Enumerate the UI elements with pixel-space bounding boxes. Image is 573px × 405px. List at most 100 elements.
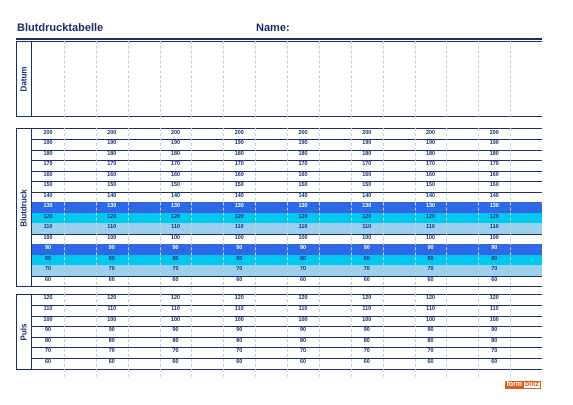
- blutdruck-value-label: 170: [298, 161, 308, 167]
- blutdruck-value-label: 190: [426, 140, 435, 146]
- puls-value-label: 60: [363, 359, 370, 365]
- blutdruck-value-label: 80: [300, 255, 306, 262]
- puls-value-label: 70: [45, 348, 51, 355]
- blutdruck-label: Blutdruck: [19, 188, 29, 227]
- blutdruck-value-label: 160: [426, 171, 435, 178]
- blutdruck-value-label: 130: [171, 203, 180, 209]
- blutdruck-value-label: 120: [234, 213, 244, 220]
- blutdruck-value-label: 180: [43, 150, 53, 157]
- blutdruck-value-label: 80: [427, 255, 434, 262]
- grid-divider: [446, 128, 448, 295]
- blutdruck-value-label: 180: [426, 150, 435, 157]
- formblitz-logo: form blitz: [505, 381, 541, 389]
- blutdruck-value-label: 130: [107, 203, 117, 209]
- grid-divider: [287, 294, 288, 378]
- blutdruck-value-label: 100: [43, 234, 53, 241]
- puls-grid: 120 120 120 120 120 120 120 120 110 110 110 110 110 1…: [32, 294, 542, 378]
- grid-divider: [287, 128, 288, 295]
- puls-value-label: 100: [43, 316, 53, 323]
- blutdruck-value-label: 190: [362, 140, 372, 146]
- blutdruck-value-label: 120: [426, 213, 435, 220]
- blutdruck-value-label: 180: [107, 150, 117, 157]
- puls-value-label: 110: [107, 306, 117, 312]
- blutdruck-value-label: 160: [489, 171, 499, 178]
- blutdruck-value-label: 120: [107, 213, 117, 220]
- blutdruck-value-label: 130: [362, 203, 372, 209]
- puls-value-label: 120: [298, 295, 308, 302]
- puls-value-label: 90: [172, 327, 179, 334]
- puls-value-label: 90: [427, 327, 434, 334]
- blutdruck-value-label: 150: [489, 182, 499, 188]
- blutdruck-value-label: 60: [363, 276, 370, 283]
- grid-divider: [63, 128, 65, 295]
- blutdruck-value-label: 90: [108, 245, 115, 251]
- blutdruck-value-label: 200: [426, 129, 435, 136]
- blutdruck-value-label: 90: [300, 245, 306, 251]
- blutdruck-value-label: 60: [236, 276, 243, 283]
- grid-divider: [382, 128, 384, 295]
- blutdruck-value-label: 90: [363, 245, 370, 251]
- puls-value-label: 90: [491, 327, 498, 334]
- blutdruck-value-label: 160: [298, 171, 308, 178]
- blutdruck-value-label: 190: [43, 140, 53, 146]
- blutdruck-value-label: 110: [362, 224, 372, 230]
- grid-divider: [350, 128, 352, 295]
- blutdruck-value-label: 170: [107, 161, 117, 167]
- blutdruck-value-label: 70: [236, 266, 243, 272]
- blutdruck-value-label: 180: [234, 150, 244, 157]
- puls-value-label: 120: [107, 295, 117, 302]
- grid-divider: [223, 128, 225, 295]
- blutdruck-value-label: 180: [171, 150, 180, 157]
- puls-value-label: 60: [236, 359, 243, 365]
- grid-divider: [446, 41, 448, 117]
- puls-value-label: 110: [362, 306, 372, 312]
- blutdruck-value-label: 150: [234, 182, 244, 188]
- puls-value-label: 60: [427, 359, 434, 365]
- blutdruck-value-label: 110: [298, 224, 308, 230]
- name-label: Name:: [256, 22, 290, 34]
- puls-value-label: 100: [362, 316, 372, 323]
- puls-value-label: 100: [426, 316, 435, 323]
- blutdruck-value-label: 90: [172, 245, 179, 251]
- puls-value-label: 110: [489, 306, 499, 312]
- grid-divider: [414, 128, 416, 295]
- logo-part-form: form: [505, 381, 523, 389]
- datum-section: Datum: [16, 41, 542, 117]
- blutdruck-value-label: 160: [43, 171, 53, 178]
- blutdruck-value-label: 90: [491, 245, 498, 251]
- grid-divider: [478, 128, 480, 295]
- blutdruck-value-label: 90: [236, 245, 243, 251]
- blutdruck-value-label: 100: [171, 234, 180, 241]
- blutdruck-value-label: 70: [172, 266, 179, 272]
- blutdruck-value-label: 140: [362, 192, 372, 199]
- grid-divider: [350, 294, 352, 378]
- blutdruck-value-label: 130: [426, 203, 435, 209]
- page-title: Blutdrucktabelle: [17, 22, 104, 34]
- grid-divider: [510, 294, 512, 378]
- blutdruck-value-label: 130: [43, 203, 53, 209]
- puls-value-label: 70: [491, 348, 498, 355]
- blutdruck-value-label: 120: [298, 213, 308, 220]
- grid-divider: [191, 294, 193, 378]
- datum-side-box: Datum: [16, 41, 32, 117]
- grid-divider: [478, 41, 480, 117]
- puls-value-label: 110: [298, 306, 308, 312]
- puls-value-label: 70: [427, 348, 434, 355]
- blutdruck-value-label: 120: [362, 213, 372, 220]
- puls-value-label: 80: [491, 337, 498, 344]
- puls-value-label: 70: [363, 348, 370, 355]
- grid-divider: [127, 294, 129, 378]
- grid-divider: [63, 41, 65, 117]
- blutdruck-value-label: 200: [171, 129, 180, 136]
- blutdruck-value-label: 70: [427, 266, 434, 272]
- puls-value-label: 90: [236, 327, 243, 334]
- grid-divider: [414, 294, 416, 378]
- blutdruck-value-label: 100: [234, 234, 244, 241]
- puls-value-label: 90: [300, 327, 306, 334]
- blutdruck-value-label: 150: [107, 182, 117, 188]
- puls-value-label: 60: [491, 359, 498, 365]
- blutdruck-value-label: 110: [171, 224, 180, 230]
- blutdruck-value-label: 130: [298, 203, 308, 209]
- grid-divider: [255, 294, 257, 378]
- grid-divider: [382, 41, 384, 117]
